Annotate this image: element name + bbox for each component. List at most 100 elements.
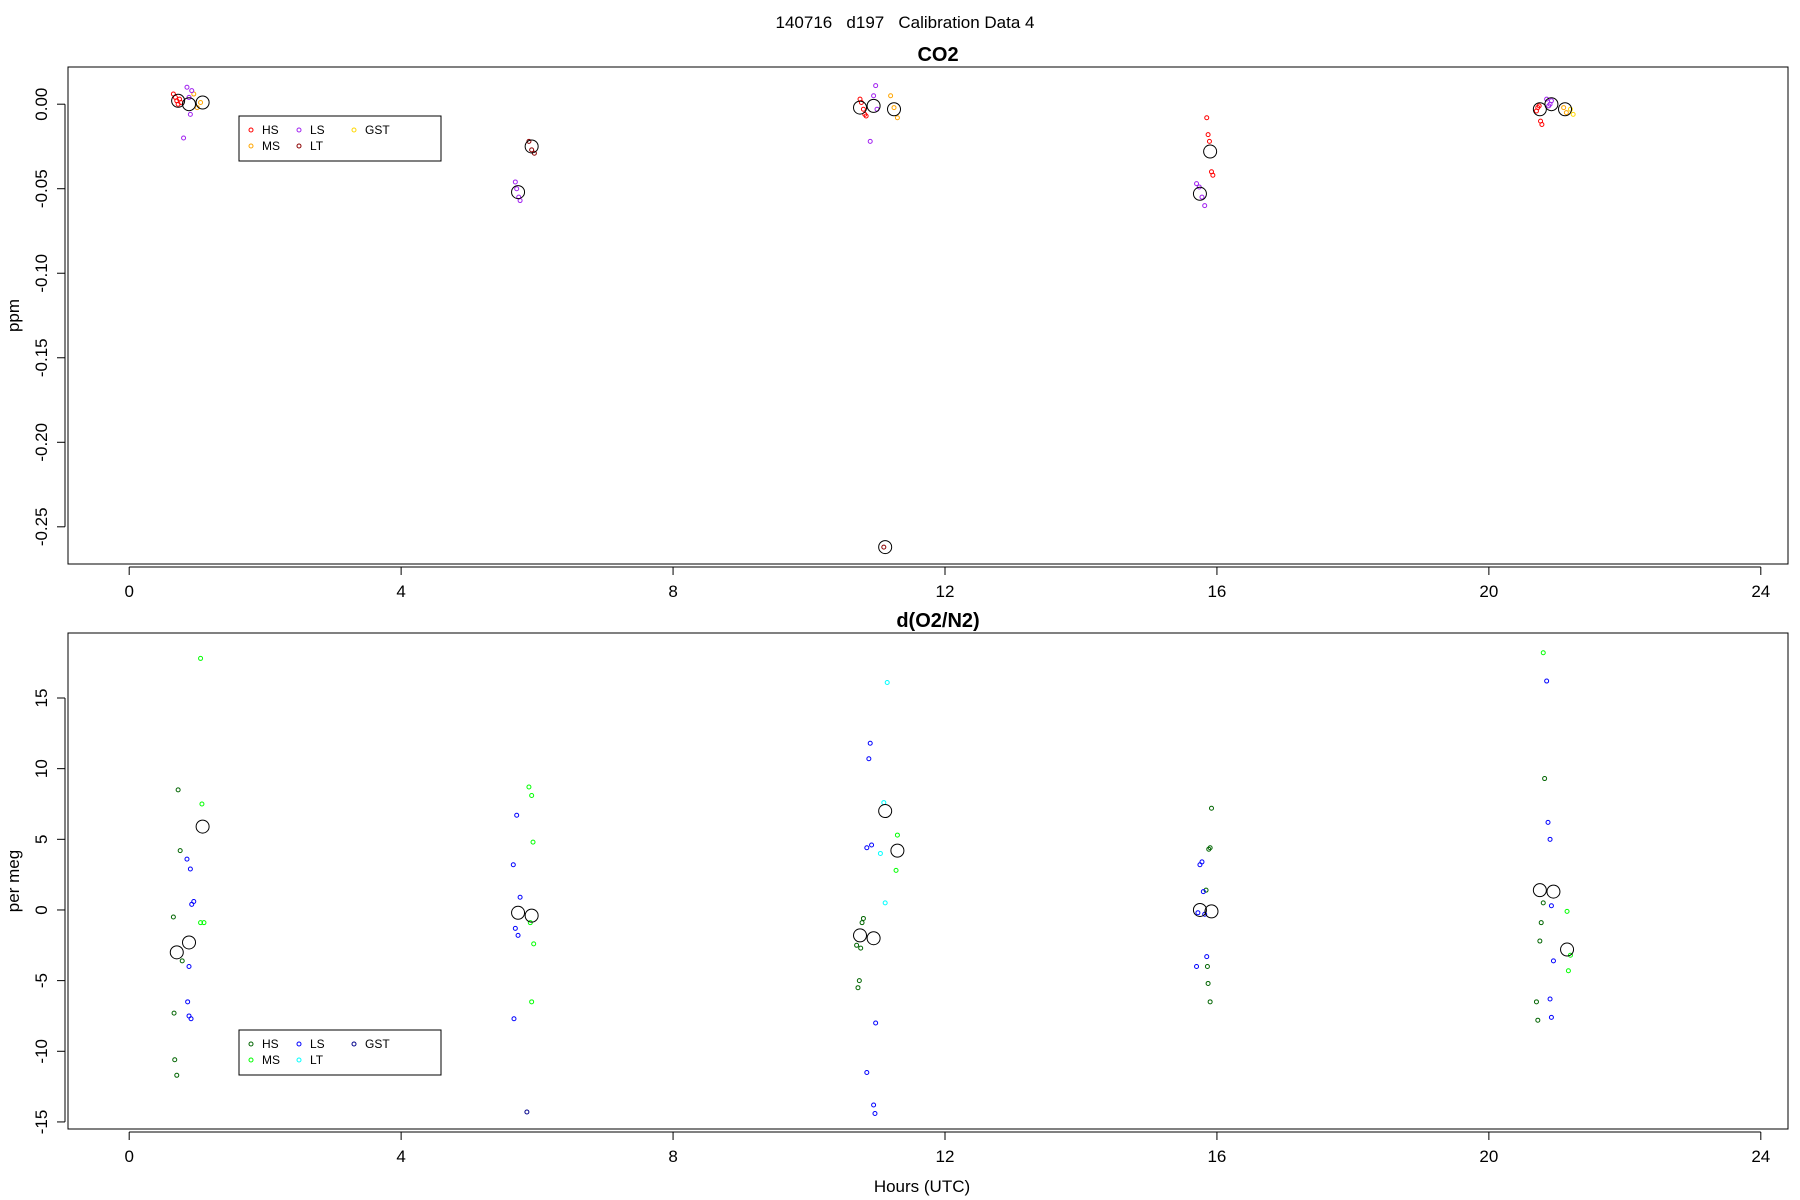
x-tick-label: 20 bbox=[1479, 582, 1498, 601]
mean-point bbox=[1560, 942, 1575, 957]
data-point bbox=[872, 1110, 878, 1116]
data-point bbox=[867, 138, 873, 144]
mean-point bbox=[524, 908, 539, 923]
x-tick-label: 4 bbox=[396, 582, 405, 601]
y-tick-label: 10 bbox=[32, 759, 51, 778]
y-tick-label: -0.10 bbox=[32, 254, 51, 293]
data-point bbox=[1550, 958, 1556, 964]
data-point bbox=[184, 856, 190, 862]
mean-point bbox=[1204, 904, 1219, 919]
data-point bbox=[1199, 859, 1205, 865]
data-point bbox=[1200, 889, 1206, 895]
legend-label: HS bbox=[262, 1037, 279, 1051]
data-point bbox=[514, 812, 520, 818]
data-point bbox=[1204, 115, 1210, 121]
data-point bbox=[893, 867, 899, 873]
series-ms bbox=[198, 650, 1573, 1005]
mean-point bbox=[1544, 97, 1559, 112]
mean-point bbox=[1532, 883, 1547, 898]
x-tick-label: 24 bbox=[1751, 1147, 1770, 1166]
mean-point bbox=[511, 905, 526, 920]
data-point bbox=[1199, 194, 1205, 200]
data-point bbox=[510, 862, 516, 868]
mean-point bbox=[1546, 884, 1561, 899]
legend: HS MS LS LT GST bbox=[238, 115, 442, 162]
y-tick-label: -10 bbox=[32, 1039, 51, 1064]
data-point bbox=[855, 985, 861, 991]
plot-frame bbox=[67, 66, 1789, 565]
data-point bbox=[867, 740, 873, 746]
data-point bbox=[174, 1072, 180, 1078]
data-point bbox=[1204, 963, 1210, 969]
data-point bbox=[529, 147, 535, 153]
data-point bbox=[863, 113, 869, 119]
y-tick-label: 15 bbox=[32, 689, 51, 708]
legend-marker bbox=[296, 1057, 302, 1063]
data-point bbox=[1195, 910, 1201, 916]
data-point bbox=[198, 920, 204, 926]
mean-markers bbox=[171, 93, 1573, 555]
x-tick-label: 12 bbox=[936, 1147, 955, 1166]
data-point bbox=[1210, 172, 1216, 178]
data-point bbox=[1547, 996, 1553, 1002]
data-point bbox=[531, 941, 537, 947]
data-point bbox=[512, 925, 518, 931]
y-tick-label: -0.05 bbox=[32, 169, 51, 208]
data-point bbox=[201, 920, 207, 926]
o2n2-panel: d(O2/N2) 0 4 8 12 16 20 24 15 10 5 0 -5 -10 -15 per meg… bbox=[4, 610, 1789, 1196]
data-point bbox=[1563, 110, 1569, 116]
data-point bbox=[1544, 678, 1550, 684]
data-point bbox=[856, 978, 862, 984]
legend-box bbox=[238, 1029, 442, 1076]
data-point bbox=[1533, 999, 1539, 1005]
data-point bbox=[864, 1069, 870, 1075]
data-point bbox=[1537, 938, 1543, 944]
legend-label: GST bbox=[365, 123, 390, 137]
data-point bbox=[1540, 900, 1546, 906]
data-point bbox=[170, 914, 176, 920]
y-tick-label: -15 bbox=[32, 1110, 51, 1135]
mean-point bbox=[1532, 102, 1547, 117]
data-point bbox=[871, 1102, 877, 1108]
plot-frame bbox=[67, 632, 1789, 1130]
data-point bbox=[177, 848, 183, 854]
y-tick-label: -5 bbox=[32, 973, 51, 988]
data-point bbox=[184, 84, 190, 90]
data-point bbox=[891, 105, 897, 111]
data-point bbox=[860, 915, 866, 921]
mean-point bbox=[1203, 144, 1218, 159]
series-lt bbox=[526, 138, 887, 550]
y-tick-label: -0.15 bbox=[32, 338, 51, 377]
data-point bbox=[1567, 952, 1573, 958]
data-point bbox=[172, 1057, 178, 1063]
data-point bbox=[524, 1109, 530, 1115]
legend-label: MS bbox=[262, 139, 280, 153]
series-lt bbox=[877, 679, 890, 906]
legend-marker bbox=[296, 127, 302, 133]
y-axis-title: per meg bbox=[4, 850, 23, 912]
mean-point bbox=[169, 945, 184, 960]
data-point bbox=[1548, 1014, 1554, 1020]
co2-panel: CO2 0 4 8 12 16 20 24 0.00 -0.05 -0.10 -0.15 -0.20 -0… bbox=[4, 44, 1789, 601]
data-point bbox=[199, 801, 205, 807]
figure-super-title: 140716 d197 Calibration Data 4 bbox=[776, 13, 1035, 32]
data-point bbox=[1207, 999, 1213, 1005]
x-tick-label: 12 bbox=[936, 582, 955, 601]
mean-point bbox=[866, 98, 881, 113]
y-tick-label: 0 bbox=[32, 905, 51, 914]
data-point bbox=[191, 898, 197, 904]
data-point bbox=[529, 999, 535, 1005]
data-point bbox=[1205, 132, 1211, 138]
data-point bbox=[1545, 819, 1551, 825]
data-point bbox=[894, 115, 900, 121]
mean-point bbox=[853, 100, 868, 115]
data-point bbox=[873, 1020, 879, 1026]
data-point bbox=[514, 186, 520, 192]
data-point bbox=[1565, 968, 1571, 974]
data-point bbox=[186, 94, 192, 100]
series-ls bbox=[184, 678, 1556, 1116]
legend-label: LS bbox=[310, 123, 325, 137]
x-tick-label: 8 bbox=[668, 582, 677, 601]
data-point bbox=[1206, 138, 1212, 144]
